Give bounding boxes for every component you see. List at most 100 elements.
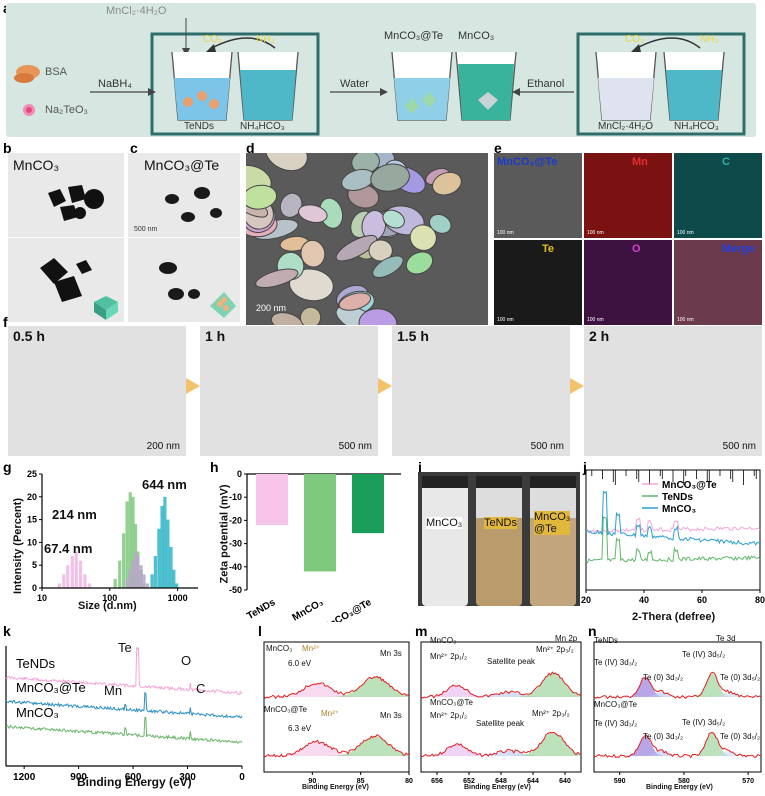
bsa-icon <box>14 65 40 83</box>
g-bar <box>169 546 173 588</box>
beaker-nh4hco3 <box>237 51 299 121</box>
xps-xtick-label: 656 <box>431 778 443 785</box>
xps-xtick-label: 90 <box>308 778 316 785</box>
xps-fit-peak <box>264 683 409 697</box>
time-scale: 200 nm <box>146 441 180 452</box>
h-ytick-label: -10 <box>229 492 242 502</box>
panel-label-h: h <box>210 459 219 475</box>
k-series-line <box>6 716 243 744</box>
xps-xtick-label: 648 <box>495 778 507 785</box>
eds-scale: 100 nm <box>497 317 514 323</box>
h-bar <box>256 474 288 526</box>
k-xtick-label: 600 <box>125 772 142 783</box>
n-top-b: Te (0) 3d₃/₂ <box>643 673 684 682</box>
scheme-co2-label: CO₂ <box>203 34 222 45</box>
n-top-c: Te (IV) 3d₅/₂ <box>682 650 726 659</box>
scheme-na2teo3-label: Na₂TeO₃ <box>45 104 88 116</box>
panel-label-d: d <box>246 140 255 156</box>
chart-m-mn2p: 656 652 648 644 640 <box>420 641 582 785</box>
xps-xtick-label: 85 <box>357 778 365 785</box>
j-series-line <box>585 490 761 546</box>
n-top-d: Te (0) 3d₅/₂ <box>720 673 761 682</box>
k-series-line <box>5 691 243 719</box>
tem-time-1: 1 h 500 nm <box>200 326 378 456</box>
g-ytick-label: 5 <box>32 560 37 570</box>
tem-mnco3-label: MnCO₃ <box>13 157 60 173</box>
m-top-sample: MnCO₃ <box>430 636 457 645</box>
g-bar <box>113 578 117 588</box>
m-bottom-p12: Mn²⁺ 2p₁/₂ <box>430 711 468 720</box>
m-title: Mn 2p <box>555 634 578 643</box>
xps-xtick-label: 644 <box>527 778 539 785</box>
time-label: 1.5 h <box>397 328 429 344</box>
k-xtick-label: 900 <box>70 772 87 783</box>
k-peak-o: O <box>181 653 192 668</box>
eds-tile-label: MnCO₃@Te <box>497 156 558 168</box>
time-scale: 500 nm <box>338 441 372 452</box>
n-bottom-c: Te (IV) 3d₅/₂ <box>682 718 726 727</box>
g-bar <box>66 565 70 588</box>
g-bar <box>172 569 176 588</box>
m-xlabel: Binding Energy (eV) <box>464 784 531 791</box>
beaker-mnco3te <box>391 51 453 121</box>
eds-scale: 100 nm <box>587 317 604 323</box>
scheme-nabh4-label: NaBH₄ <box>98 78 132 90</box>
panel-label-c: c <box>130 140 138 156</box>
h-ytick-label: -30 <box>229 539 242 549</box>
eds-mnco3te-tile: MnCO₃@Te 100 nm <box>494 153 582 238</box>
xps-fit-peak <box>421 744 581 756</box>
j-xtick-label: 40 <box>639 595 649 605</box>
g-ann-67: 67.4 nm <box>44 541 93 556</box>
j-legend-label: TeNDs <box>662 492 693 503</box>
l-bottom-ion: Mn²⁺ <box>321 709 339 718</box>
panel-label-l: l <box>258 623 262 639</box>
k-xtick-label: 0 <box>239 772 245 783</box>
scheme-mnco3te-label: MnCO₃@Te <box>384 30 444 42</box>
xps-frame <box>593 641 762 773</box>
beaker-tends <box>171 51 233 121</box>
xps-xtick-label: 652 <box>463 778 475 785</box>
g-bar <box>62 574 66 588</box>
vial-label-mnco3: MnCO₃ <box>426 517 463 529</box>
eds-te-tile: Te 100 nm <box>494 240 582 325</box>
g-bar <box>131 496 135 588</box>
g-ann-214: 214 nm <box>52 507 97 522</box>
sem-scale: 200 nm <box>256 303 287 313</box>
g-bar <box>87 583 91 588</box>
h-category-label: TeNDs <box>245 597 278 622</box>
h-ytick-label: 0 <box>237 469 242 479</box>
time-scale: 500 nm <box>530 441 564 452</box>
n-top-sample: TeNDs <box>594 636 619 645</box>
g-bar <box>133 551 138 588</box>
eds-tile-label: Mn <box>632 156 648 168</box>
xps-fit-peak <box>594 732 761 756</box>
j-series-line <box>585 516 761 564</box>
g-ytick-label: 10 <box>27 537 37 547</box>
g-bar <box>157 528 161 588</box>
xps-fit-peak <box>264 742 409 756</box>
scheme-water-label: Water <box>340 78 369 90</box>
n-bottom-b: Te (0) 3d₃/₂ <box>643 732 684 741</box>
xps-fit-peak <box>264 736 409 756</box>
g-ann-644: 644 nm <box>142 477 187 492</box>
h-category-label: MnCO₃ <box>291 597 326 622</box>
tem-mnco3te-label: MnCO₃@Te <box>144 157 220 173</box>
eds-o-tile: O 100 nm <box>584 240 672 325</box>
g-bar <box>160 505 164 588</box>
scheme-ethanol-label: Ethanol <box>527 78 565 90</box>
j-legend-label: MnCO₃@Te <box>662 480 717 491</box>
l-xlabel: Binding Energy (eV) <box>302 784 369 791</box>
h-category-label: MnCO₃@Te <box>321 597 374 622</box>
h-bar <box>304 474 336 572</box>
scheme-mncl2-label: MnCl₂·4H₂O <box>106 5 167 17</box>
sem-image <box>246 153 488 325</box>
g-ytick-label: 0 <box>32 583 37 593</box>
h-ytick-label: -20 <box>229 515 242 525</box>
time-label: 0.5 h <box>13 328 45 344</box>
g-ytick-label: 15 <box>27 515 37 525</box>
g-bar <box>128 492 132 588</box>
chart-l-mn3s: 90 85 80 <box>263 641 413 785</box>
g-bar <box>125 501 129 588</box>
g-bar <box>139 565 143 588</box>
